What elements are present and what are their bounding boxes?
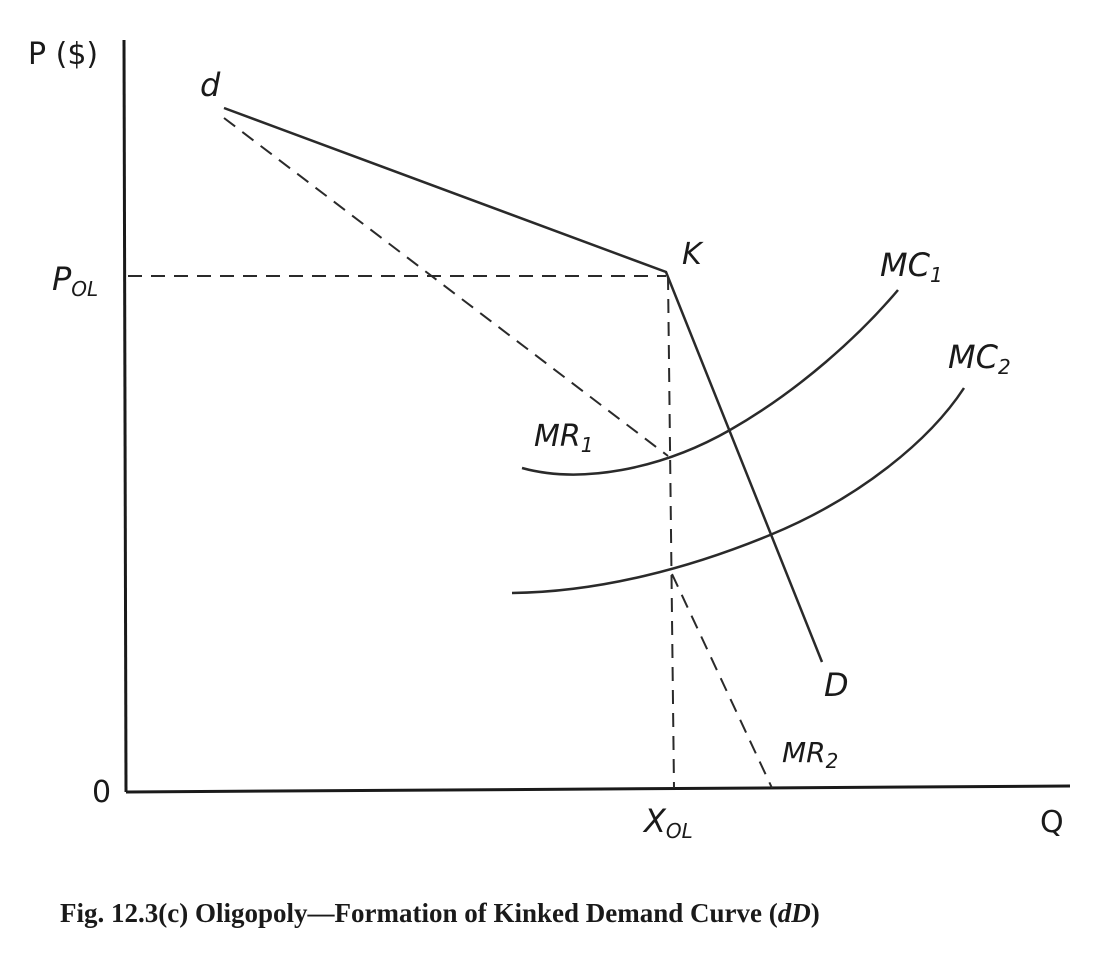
mc1-label: MC1 [880,246,943,287]
origin-label: 0 [92,775,111,810]
figure-caption: Fig. 12.3(c) Oligopoly—Formation of Kink… [60,898,820,928]
mr1-label: MR1 [534,419,593,457]
mc2-curve [511,387,966,595]
quantity-guide-line [667,275,675,789]
y-axis-label: P ($) [28,37,98,72]
x-ol-label: XOL [642,802,693,843]
x-axis [125,784,1071,794]
k-label: K [682,237,704,272]
x-axis-label: Q [1040,805,1064,840]
mr2-label: MR2 [782,736,838,773]
p-ol-label: POL [52,260,98,301]
mc2-label: MC2 [948,338,1011,379]
big-d-label: D [824,666,849,704]
d-label: d [200,66,221,104]
mc1-curve [521,289,899,476]
demand-curve-dkd [223,106,824,663]
y-axis [122,39,128,793]
mr1-dashed-line [223,117,669,457]
mr2-dashed-line [671,573,773,789]
